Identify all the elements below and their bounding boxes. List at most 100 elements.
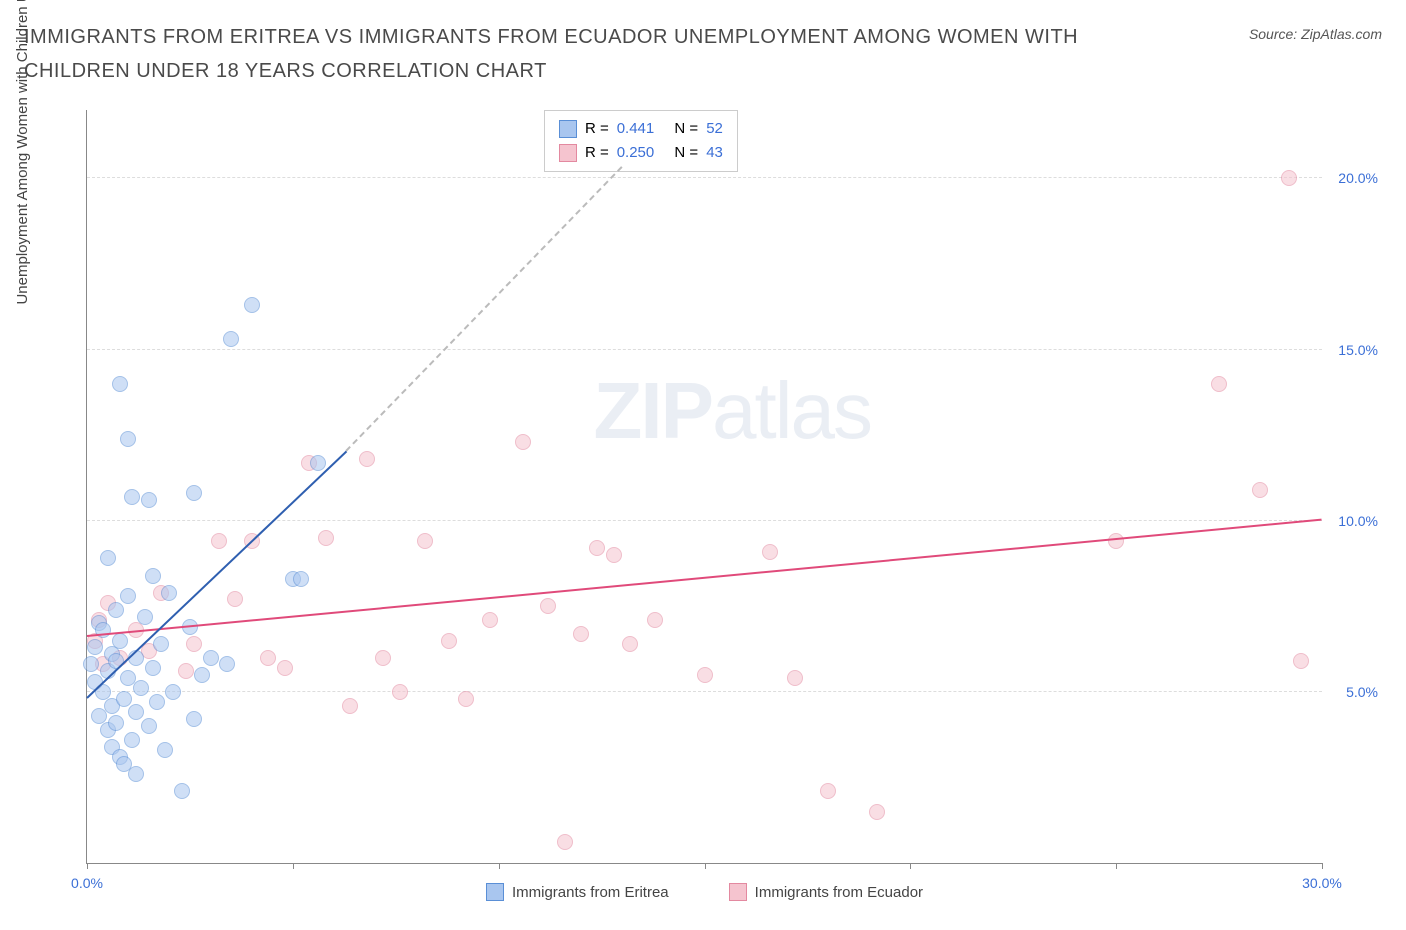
watermark: ZIPatlas xyxy=(594,365,871,457)
data-point-eritrea xyxy=(149,694,165,710)
data-point-eritrea xyxy=(128,704,144,720)
data-point-eritrea xyxy=(203,650,219,666)
data-point-ecuador xyxy=(589,540,605,556)
data-point-ecuador xyxy=(342,698,358,714)
data-point-eritrea xyxy=(145,568,161,584)
data-point-eritrea xyxy=(83,656,99,672)
x-tick-label: 30.0% xyxy=(1302,875,1342,891)
data-point-eritrea xyxy=(87,639,103,655)
data-point-ecuador xyxy=(417,533,433,549)
data-point-eritrea xyxy=(186,485,202,501)
data-point-eritrea xyxy=(120,431,136,447)
data-point-ecuador xyxy=(647,612,663,628)
data-point-ecuador xyxy=(1293,653,1309,669)
data-point-eritrea xyxy=(100,550,116,566)
data-point-ecuador xyxy=(482,612,498,628)
data-point-eritrea xyxy=(120,588,136,604)
data-point-eritrea xyxy=(137,609,153,625)
legend: Immigrants from Eritrea Immigrants from … xyxy=(87,883,1322,901)
x-tick-label: 0.0% xyxy=(71,875,103,891)
data-point-ecuador xyxy=(540,598,556,614)
data-point-ecuador xyxy=(260,650,276,666)
y-tick-label: 5.0% xyxy=(1346,684,1378,700)
legend-item-ecuador: Immigrants from Ecuador xyxy=(729,883,923,901)
watermark-light: atlas xyxy=(712,366,871,455)
data-point-ecuador xyxy=(318,530,334,546)
header: IMMIGRANTS FROM ERITREA VS IMMIGRANTS FR… xyxy=(0,0,1406,96)
data-point-eritrea xyxy=(112,633,128,649)
trend-line-eritrea-dashed xyxy=(346,166,623,451)
data-point-ecuador xyxy=(277,660,293,676)
legend-label-ecuador: Immigrants from Ecuador xyxy=(755,884,923,901)
data-point-eritrea xyxy=(244,297,260,313)
x-tick xyxy=(499,863,500,869)
data-point-ecuador xyxy=(762,544,778,560)
x-tick xyxy=(293,863,294,869)
data-point-eritrea xyxy=(141,492,157,508)
data-point-eritrea xyxy=(141,718,157,734)
data-point-eritrea xyxy=(112,376,128,392)
data-point-eritrea xyxy=(186,711,202,727)
scatter-plot: ZIPatlas R = 0.441 N = 52 R = 0.250 N = … xyxy=(86,110,1322,864)
gridline xyxy=(87,177,1322,178)
data-point-eritrea xyxy=(293,571,309,587)
source-citation: Source: ZipAtlas.com xyxy=(1249,26,1382,42)
data-point-ecuador xyxy=(186,636,202,652)
data-point-ecuador xyxy=(1211,376,1227,392)
legend-swatch-ecuador xyxy=(729,883,747,901)
data-point-ecuador xyxy=(392,684,408,700)
data-point-ecuador xyxy=(787,670,803,686)
data-point-ecuador xyxy=(869,804,885,820)
n-label: N = xyxy=(674,117,698,141)
data-point-ecuador xyxy=(458,691,474,707)
chart-container: Unemployment Among Women with Children U… xyxy=(24,110,1382,904)
r-label: R = xyxy=(585,117,609,141)
data-point-ecuador xyxy=(515,434,531,450)
x-tick xyxy=(87,863,88,869)
data-point-ecuador xyxy=(820,783,836,799)
data-point-eritrea xyxy=(145,660,161,676)
y-tick-label: 10.0% xyxy=(1338,513,1378,529)
gridline xyxy=(87,349,1322,350)
data-point-ecuador xyxy=(211,533,227,549)
legend-label-eritrea: Immigrants from Eritrea xyxy=(512,884,669,901)
data-point-eritrea xyxy=(174,783,190,799)
data-point-eritrea xyxy=(124,732,140,748)
data-point-ecuador xyxy=(606,547,622,563)
data-point-eritrea xyxy=(124,489,140,505)
data-point-ecuador xyxy=(375,650,391,666)
data-point-eritrea xyxy=(116,691,132,707)
data-point-eritrea xyxy=(128,766,144,782)
data-point-ecuador xyxy=(573,626,589,642)
watermark-bold: ZIP xyxy=(594,366,712,455)
x-tick xyxy=(1322,863,1323,869)
y-axis-label: Unemployment Among Women with Children U… xyxy=(14,0,31,305)
n-value-eritrea: 52 xyxy=(706,117,723,141)
trend-line-ecuador xyxy=(87,519,1322,637)
chart-title: IMMIGRANTS FROM ERITREA VS IMMIGRANTS FR… xyxy=(24,20,1124,88)
stats-row-eritrea: R = 0.441 N = 52 xyxy=(559,117,723,141)
data-point-ecuador xyxy=(622,636,638,652)
data-point-eritrea xyxy=(310,455,326,471)
n-value-ecuador: 43 xyxy=(706,141,723,165)
data-point-ecuador xyxy=(178,663,194,679)
legend-item-eritrea: Immigrants from Eritrea xyxy=(486,883,669,901)
y-tick-label: 15.0% xyxy=(1338,342,1378,358)
data-point-ecuador xyxy=(1108,533,1124,549)
n-label: N = xyxy=(674,141,698,165)
legend-swatch-eritrea xyxy=(486,883,504,901)
y-tick-label: 20.0% xyxy=(1338,170,1378,186)
data-point-eritrea xyxy=(133,680,149,696)
correlation-stats-box: R = 0.441 N = 52 R = 0.250 N = 43 xyxy=(544,110,738,172)
data-point-ecuador xyxy=(697,667,713,683)
swatch-ecuador xyxy=(559,144,577,162)
x-tick xyxy=(1116,863,1117,869)
r-label: R = xyxy=(585,141,609,165)
data-point-eritrea xyxy=(153,636,169,652)
data-point-ecuador xyxy=(359,451,375,467)
data-point-ecuador xyxy=(1281,170,1297,186)
r-value-ecuador: 0.250 xyxy=(617,141,655,165)
data-point-ecuador xyxy=(441,633,457,649)
data-point-eritrea xyxy=(108,715,124,731)
stats-row-ecuador: R = 0.250 N = 43 xyxy=(559,141,723,165)
